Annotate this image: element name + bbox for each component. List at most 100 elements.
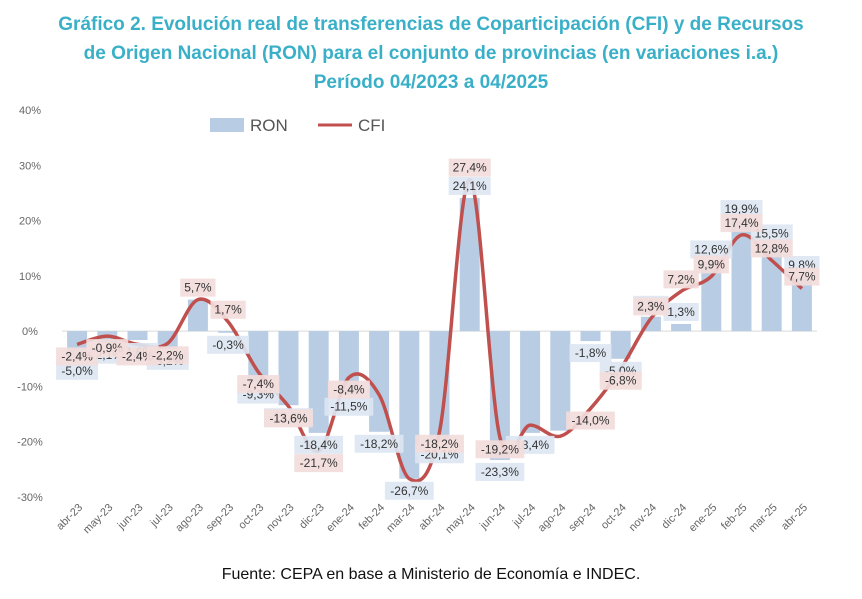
ron-data-label: 1,3% (667, 305, 695, 319)
ron-data-label: -0,3% (212, 338, 244, 352)
ron-data-label: 15,5% (755, 226, 789, 240)
cfi-data-label-bg (294, 454, 344, 473)
cfi-data-label: 7,2% (667, 272, 695, 286)
cfi-data-label-bg (784, 267, 820, 286)
cfi-data-label-bg (599, 371, 642, 390)
ron-bar (338, 331, 359, 395)
ron-bar (550, 331, 571, 431)
cfi-data-label: -21,7% (300, 456, 338, 470)
cfi-data-label-bg (264, 409, 313, 428)
ron-data-label-bg (663, 302, 699, 321)
x-tick-label: sep-23 (204, 502, 236, 534)
x-tick-label: abr-25 (779, 502, 810, 533)
ron-bar (127, 331, 148, 340)
y-tick-label: -10% (17, 381, 43, 393)
ron-data-label: 24,1% (453, 179, 487, 193)
cfi-data-label-bg (146, 346, 189, 365)
ron-data-label: -11,5% (330, 400, 367, 414)
ron-bar (731, 221, 752, 332)
cfi-data-label: 12,8% (755, 241, 789, 255)
cfi-data-label: 17,4% (724, 216, 758, 230)
ron-bar (308, 331, 329, 433)
title-line-2: de Origen Nacional (RON) para el conjunt… (83, 43, 779, 64)
y-tick-label: 40% (19, 105, 41, 117)
legend-label-ron: RON (250, 116, 288, 135)
x-tick-label: ene-25 (687, 502, 720, 535)
x-tick-label: may-23 (81, 502, 115, 536)
cfi-data-label: -2,4% (122, 349, 154, 363)
ron-data-label-bg (207, 335, 250, 354)
cfi-data-label-bg (210, 300, 246, 319)
x-tick-label: jun-24 (477, 502, 508, 533)
ron-bar (459, 197, 480, 332)
cfi-data-label-bg (566, 411, 615, 430)
cfi-data-label: 2,3% (637, 299, 665, 313)
x-tick-label: feb-25 (719, 502, 750, 533)
y-tick-label: -30% (17, 492, 43, 504)
x-tick-label: nov-24 (627, 502, 659, 534)
ron-bar (580, 331, 601, 342)
x-tick-label: ene-24 (324, 502, 357, 535)
cfi-data-label: -2,2% (152, 348, 184, 362)
x-tick-label: dic-24 (660, 502, 690, 532)
y-tick-label: 10% (19, 271, 41, 283)
cfi-data-label-bg (750, 239, 793, 258)
ron-data-label: -1,8% (575, 346, 607, 360)
x-tick-label: sep-24 (566, 502, 598, 534)
cfi-data-label: -18,2% (420, 437, 458, 451)
x-tick-label: jun-23 (115, 502, 146, 533)
x-tick-label: jul-23 (148, 502, 176, 530)
ron-bar (278, 331, 299, 406)
x-tick-label: dic-23 (297, 502, 327, 532)
ron-bars (62, 197, 817, 479)
ron-data-label: -5,0% (61, 364, 93, 378)
legend: RON CFI (210, 116, 385, 135)
cfi-data-label-bg (633, 297, 669, 316)
cfi-data-label: -7,4% (243, 377, 275, 391)
x-tick-label: oct-24 (599, 502, 629, 532)
x-tick-label: mar-25 (747, 502, 780, 535)
ron-data-label-bg (294, 435, 344, 454)
y-tick-label: 0% (22, 326, 38, 338)
y-tick-label: 30% (19, 160, 41, 172)
data-labels: -5,0%-2,1%-1,6%-3,2%-0,3%-9,3%-13,4%-18,… (56, 158, 820, 500)
x-tick-label: oct-23 (236, 502, 266, 532)
x-tick-label: jul-24 (510, 502, 538, 530)
cfi-data-label-bg (693, 255, 729, 274)
ron-data-label-bg (354, 434, 404, 453)
cfi-data-label: -13,6% (269, 411, 307, 425)
legend-swatch-ron (210, 118, 244, 132)
y-tick-label: 20% (19, 216, 41, 228)
cfi-data-label: -19,2% (481, 442, 519, 456)
ron-bar (610, 331, 631, 359)
ron-data-label-bg (720, 200, 763, 219)
ron-data-label-bg (475, 462, 525, 481)
ron-data-label-bg (569, 344, 612, 363)
legend-label-cfi: CFI (358, 116, 385, 135)
x-tick-label: mar-24 (384, 502, 417, 535)
chart-area: -30% -20% -10% 0% 10% 20% 30% 40% RON CFI -5,0%… (17, 105, 820, 536)
cfi-data-label: -0,9% (92, 341, 124, 355)
cfi-data-label: 1,7% (214, 303, 242, 317)
ron-data-label: 12,6% (694, 242, 728, 256)
x-tick-label: feb-24 (357, 502, 388, 533)
ron-bar (248, 331, 269, 383)
cfi-data-label: -14,0% (571, 414, 609, 428)
cfi-data-label: -2,4% (61, 349, 93, 363)
cfi-data-label-bg (237, 375, 280, 394)
x-tick-label: ago-24 (536, 502, 569, 535)
title-line-1: Gráfico 2. Evolución real de transferenc… (58, 14, 804, 35)
cfi-data-label: 5,7% (184, 281, 212, 295)
cfi-data-label-bg (720, 213, 763, 232)
ron-bar (791, 276, 812, 332)
x-tick-label: ago-23 (173, 502, 206, 535)
ron-data-label-bg (324, 397, 374, 416)
ron-bar (520, 331, 541, 433)
cfi-data-label: 9,9% (698, 257, 726, 271)
ron-bar (429, 331, 450, 443)
ron-data-label-bg (448, 176, 491, 195)
chart-title: Gráfico 2. Evolución real de transferenc… (0, 10, 862, 97)
ron-bar (399, 331, 420, 479)
ron-bar (187, 299, 208, 332)
